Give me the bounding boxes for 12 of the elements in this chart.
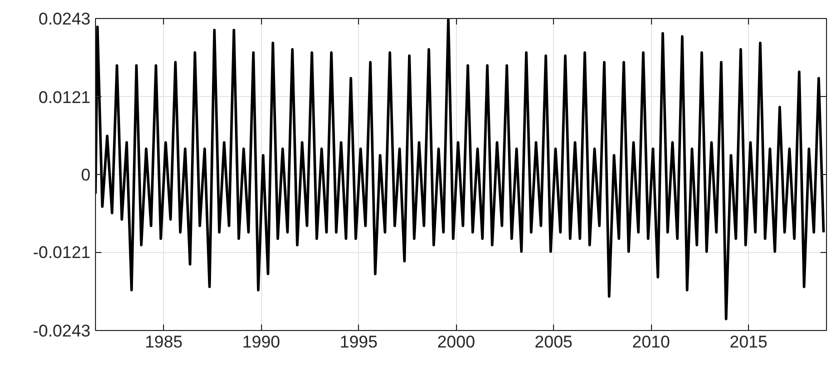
y-tick-label: -0.0121 [32,243,91,262]
x-tick-label: 1990 [242,332,280,352]
x-tick-label: 1995 [340,332,378,352]
x-tick-label: 1985 [144,332,183,352]
y-tick-label: 0.0243 [38,10,91,28]
y-tick-label: 0 [81,166,91,184]
x-tick-label: 2010 [632,332,670,352]
y-tick-label: -0.0243 [32,322,91,340]
x-tick-label: 2015 [730,332,768,352]
x-tick-label: 2005 [534,332,573,352]
x-tick-label: 2000 [437,332,476,352]
y-tick-label: 0.0121 [38,88,91,107]
